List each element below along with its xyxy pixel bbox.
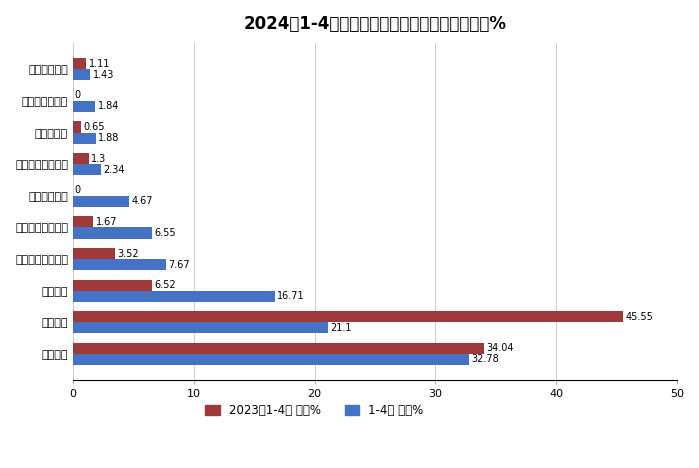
Bar [73,354,469,365]
Text: 0.65: 0.65 [83,122,105,132]
Bar [73,153,89,164]
Text: 1.11: 1.11 [89,59,110,69]
Bar [73,122,80,132]
Text: 1.88: 1.88 [98,133,120,143]
Text: 6.52: 6.52 [154,280,175,290]
Bar [73,280,152,291]
Bar [73,164,101,175]
Bar [73,248,115,259]
Bar [73,227,152,239]
Bar [73,58,86,69]
Bar [73,101,95,112]
Bar [73,322,328,333]
Text: 0: 0 [75,185,81,195]
Legend: 2023年1-4月 占比%, 1-4月 占比%: 2023年1-4月 占比%, 1-4月 占比% [201,399,428,422]
Bar [73,69,90,80]
Bar [73,216,93,227]
Text: 4.67: 4.67 [131,197,153,206]
Text: 1.43: 1.43 [92,70,114,80]
Text: 2.34: 2.34 [103,165,125,175]
Text: 32.78: 32.78 [471,354,499,365]
Text: 1.3: 1.3 [91,154,106,164]
Text: 21.1: 21.1 [330,323,352,333]
Text: 34.04: 34.04 [487,344,514,353]
Text: 1.84: 1.84 [97,102,119,111]
Text: 6.55: 6.55 [154,228,176,238]
Text: 3.52: 3.52 [118,249,139,258]
Text: 45.55: 45.55 [626,312,654,322]
Bar [73,196,129,207]
Bar [73,259,166,270]
Bar [73,132,96,144]
Bar [73,291,275,302]
Bar [73,311,624,322]
Title: 2024年1-4月新能源搅拌车占比及去年同期占比%: 2024年1-4月新能源搅拌车占比及去年同期占比% [243,15,507,33]
Bar [73,343,484,354]
Text: 1.67: 1.67 [96,217,117,227]
Text: 0: 0 [75,90,81,101]
Text: 16.71: 16.71 [278,291,305,301]
Text: 7.67: 7.67 [168,260,189,270]
